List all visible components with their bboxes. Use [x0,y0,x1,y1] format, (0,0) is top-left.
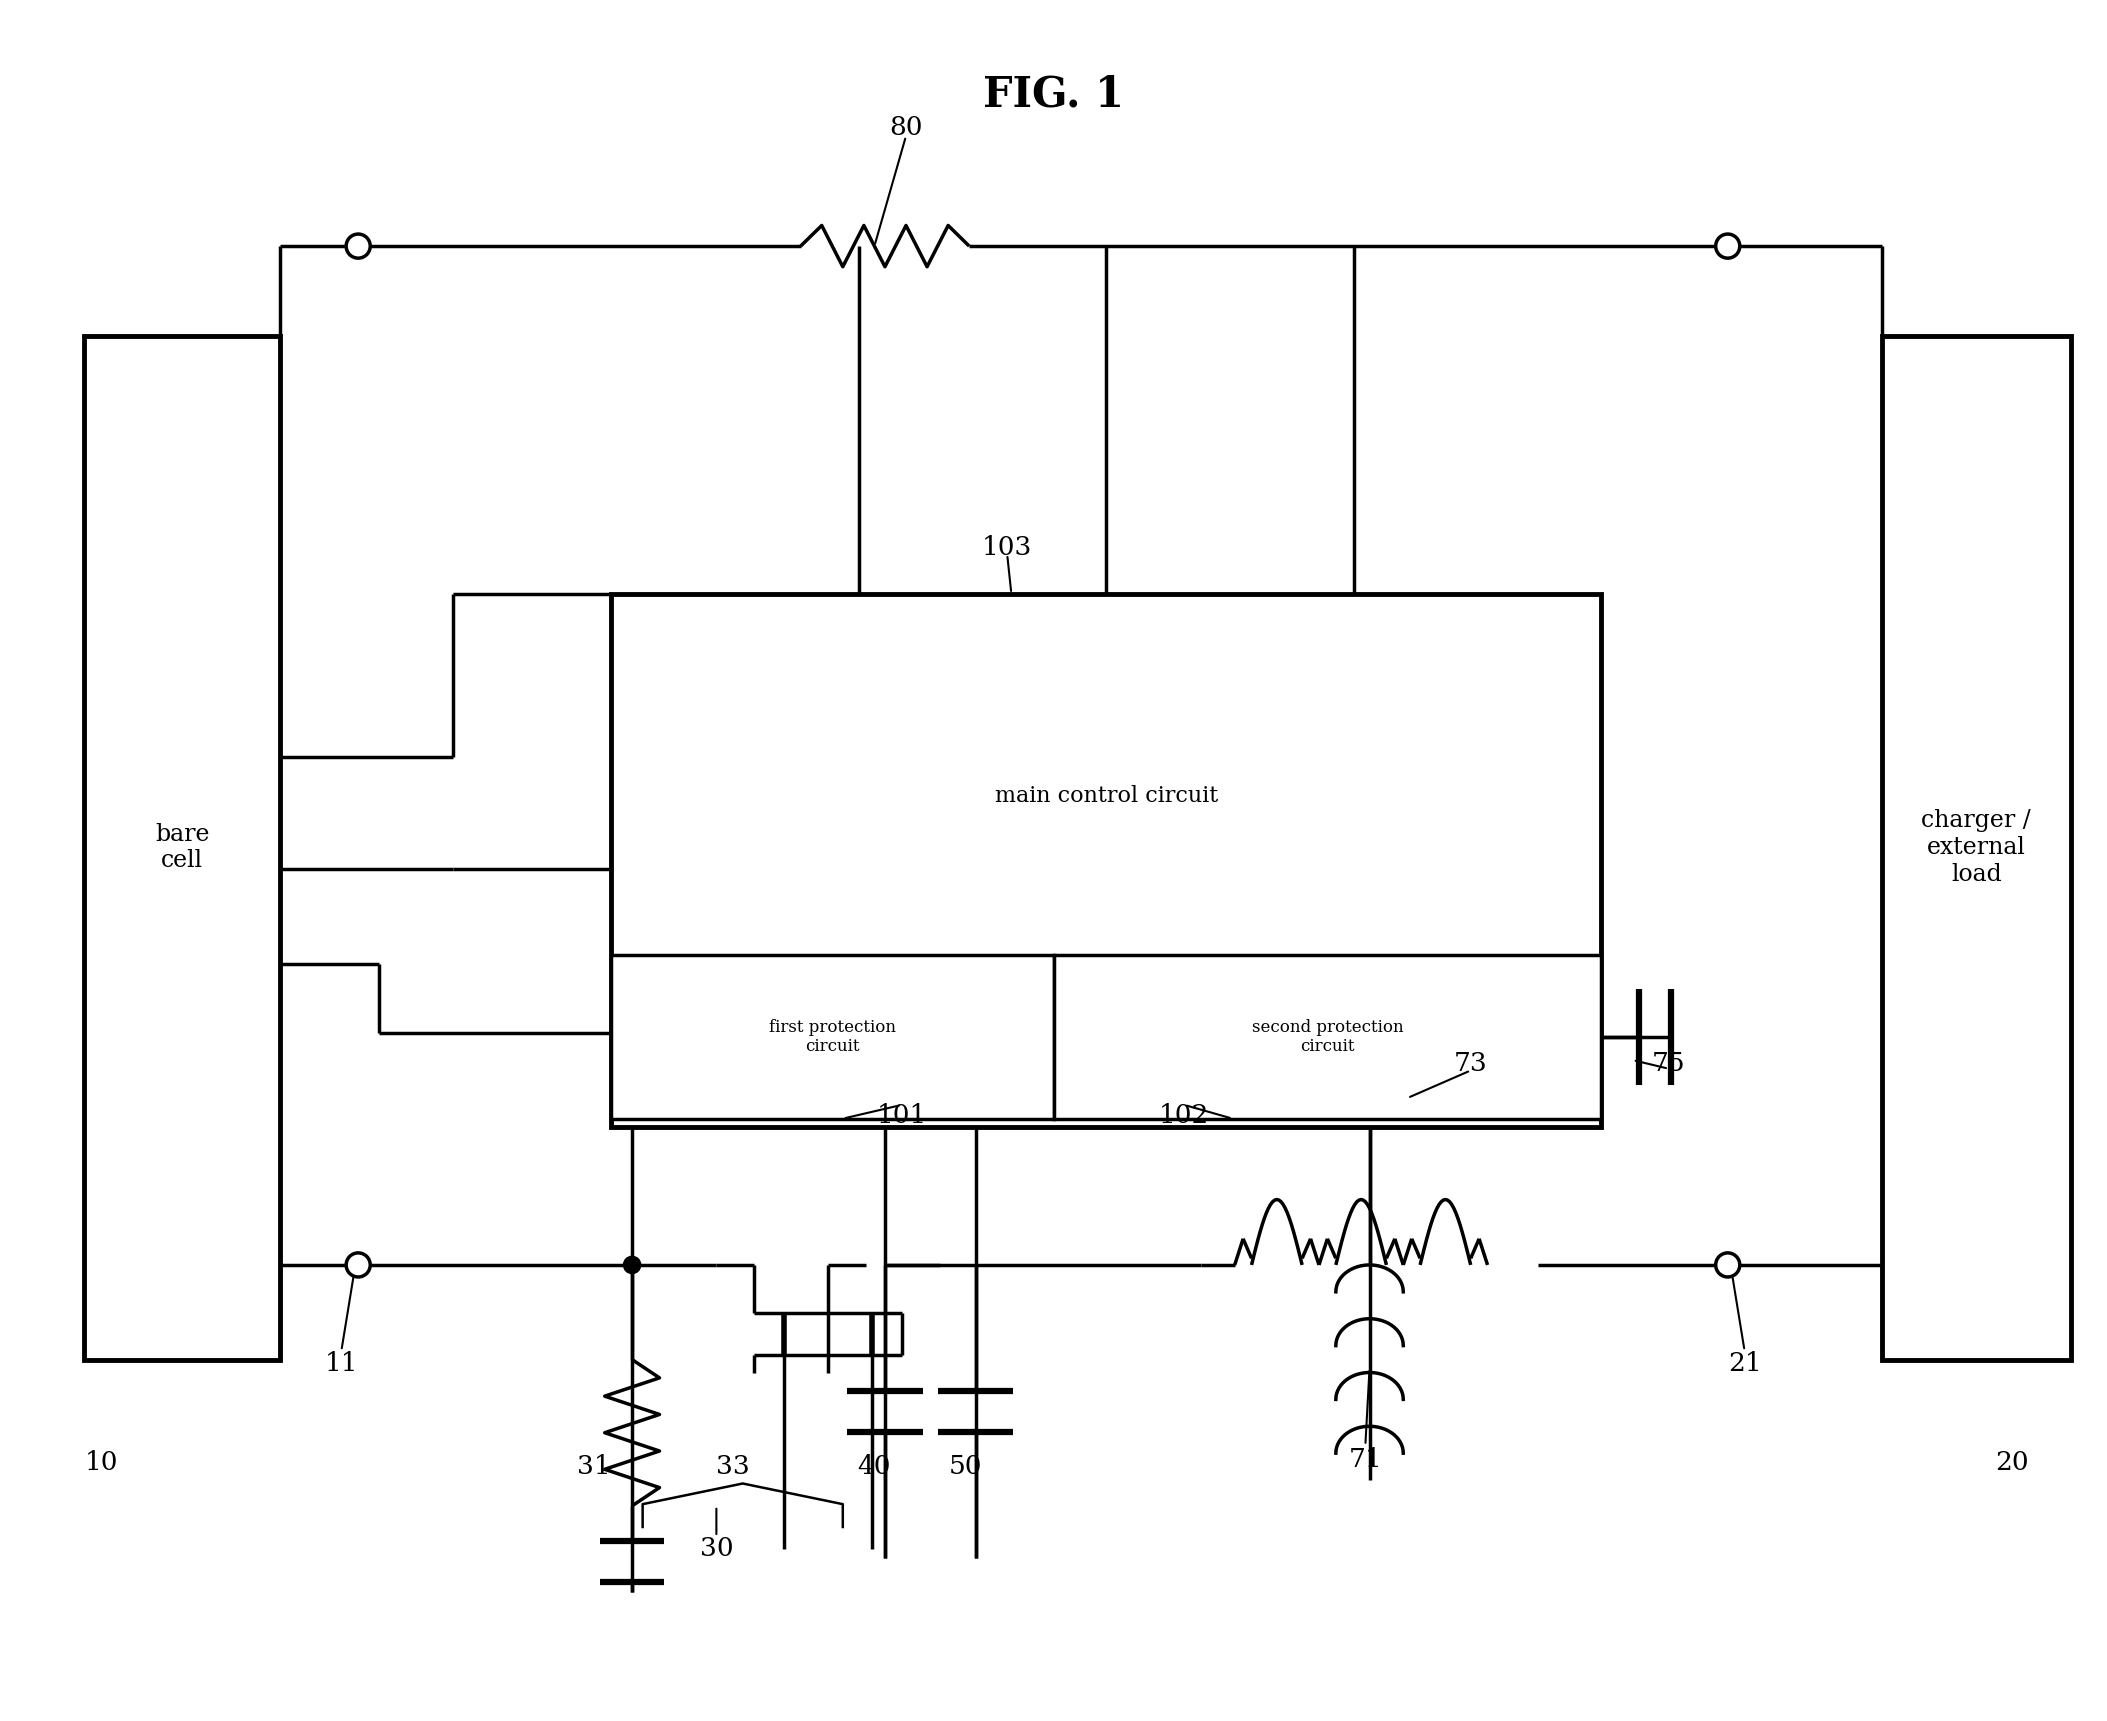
Text: 50: 50 [948,1454,982,1478]
Text: 20: 20 [1995,1451,2029,1475]
Text: 31: 31 [577,1454,611,1478]
Bar [1054,955,1601,1119]
Text: main control circuit: main control circuit [995,785,1218,807]
Text: 40: 40 [858,1454,891,1478]
Circle shape [346,1253,371,1277]
Text: 71: 71 [1348,1447,1382,1471]
Bar [611,594,1601,1127]
Text: 73: 73 [1454,1052,1488,1076]
Text: charger /
external
load: charger / external load [1922,809,2031,886]
Text: 101: 101 [877,1103,927,1127]
Text: FIG. 1: FIG. 1 [984,74,1123,115]
Text: 75: 75 [1652,1052,1686,1076]
Text: 10: 10 [84,1451,118,1475]
Text: 33: 33 [716,1454,750,1478]
Bar [84,336,280,1360]
Text: bare
cell: bare cell [156,823,209,873]
Circle shape [1715,234,1740,258]
Text: second protection
circuit: second protection circuit [1252,1019,1403,1055]
Text: 30: 30 [700,1537,733,1561]
Bar [1882,336,2071,1360]
Bar [611,955,1054,1119]
Circle shape [346,234,371,258]
Text: 103: 103 [982,535,1032,559]
Text: first protection
circuit: first protection circuit [769,1019,895,1055]
Text: 11: 11 [324,1351,358,1375]
Text: 80: 80 [889,115,923,139]
Circle shape [1715,1253,1740,1277]
Text: 21: 21 [1728,1351,1761,1375]
Text: 102: 102 [1159,1103,1209,1127]
Circle shape [624,1256,641,1274]
